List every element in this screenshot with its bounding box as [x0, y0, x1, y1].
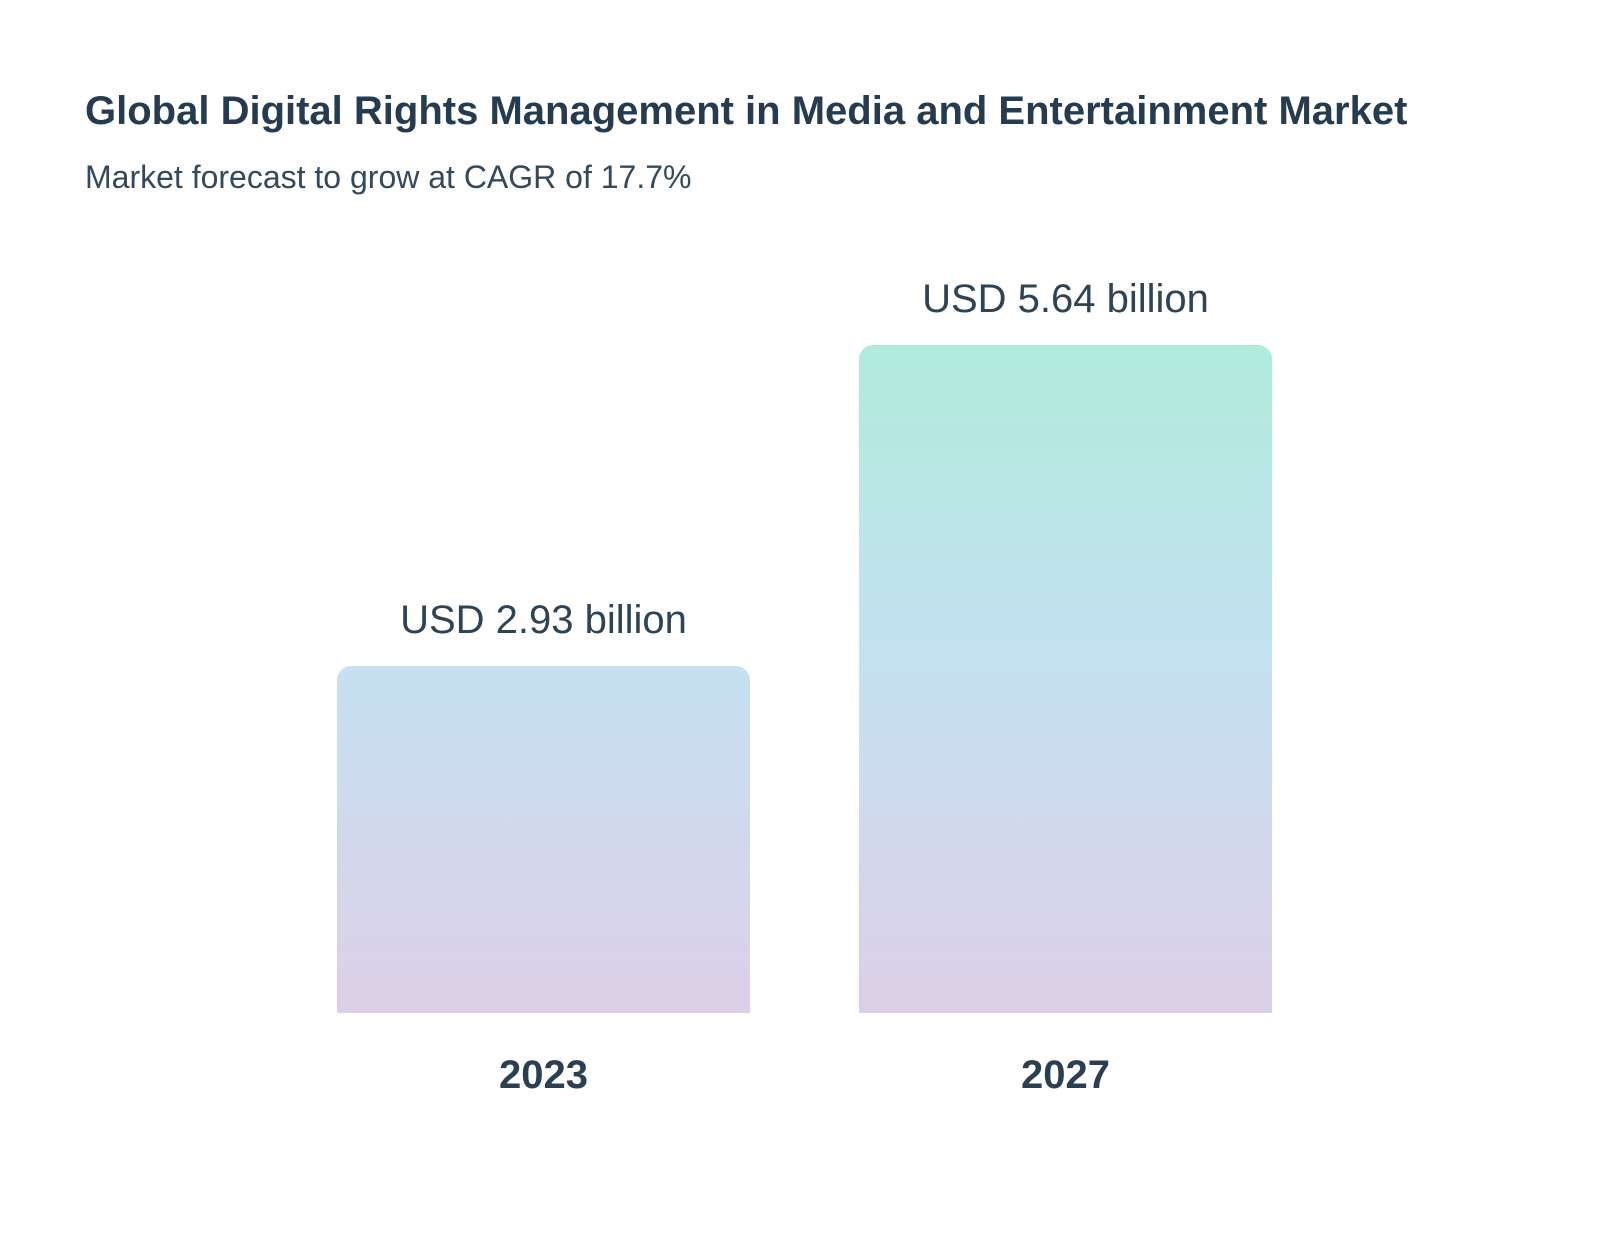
bar-2023 [337, 666, 750, 1013]
chart-header: Global Digital Rights Management in Medi… [85, 88, 1545, 196]
bar-value-label-2027: USD 5.64 billion [922, 277, 1209, 321]
chart-title: Global Digital Rights Management in Medi… [85, 89, 1408, 133]
bar-group-2027: USD 5.64 billion 2027 [859, 277, 1272, 1095]
bar-2027 [859, 345, 1272, 1013]
bar-chart: USD 2.93 billion 2023 USD 5.64 billion 2… [337, 277, 1272, 1095]
bar-group-2023: USD 2.93 billion 2023 [337, 598, 750, 1095]
bar-value-label-2023: USD 2.93 billion [400, 598, 687, 642]
x-axis-label-2023: 2023 [499, 1053, 588, 1097]
x-axis-label-2027: 2027 [1021, 1053, 1110, 1097]
chart-subtitle: Market forecast to grow at CAGR of 17.7% [85, 159, 692, 195]
